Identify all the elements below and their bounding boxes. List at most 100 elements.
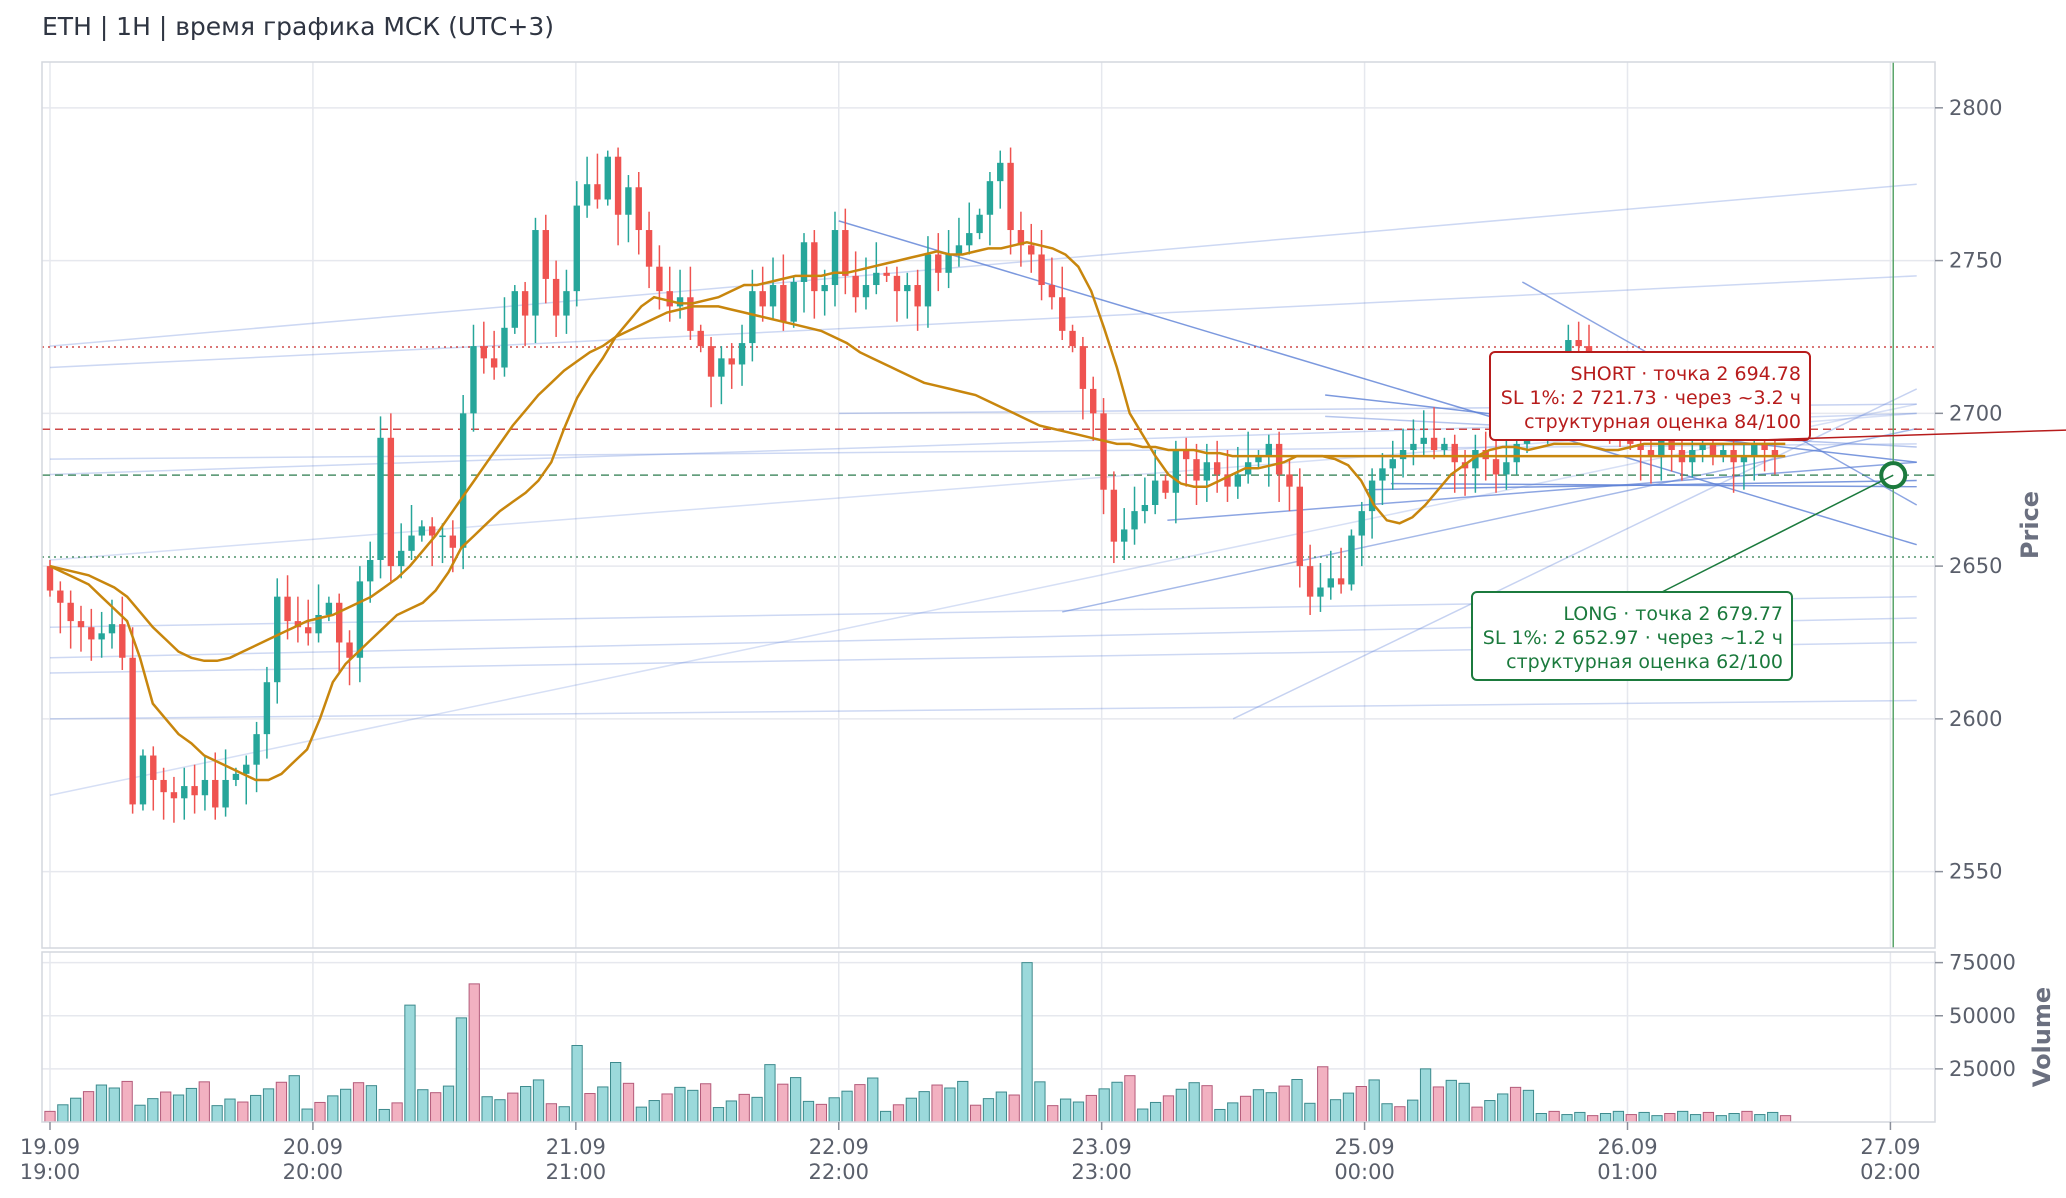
volume-bar xyxy=(494,1099,506,1123)
volume-bar xyxy=(1394,1106,1406,1123)
volume-bar xyxy=(1779,1115,1792,1123)
candle-body xyxy=(459,413,467,548)
candle-body xyxy=(418,526,426,536)
volume-bar xyxy=(95,1084,108,1123)
candle-body xyxy=(232,773,240,780)
candle-body xyxy=(1358,511,1365,536)
volume-bar xyxy=(1677,1110,1689,1123)
volume-bar xyxy=(301,1108,313,1123)
chart-title: ETH | 1H | время графика МСК (UTC+3) xyxy=(42,12,554,41)
volume-bar xyxy=(558,1106,570,1123)
trendline xyxy=(838,220,1917,546)
volume-bar xyxy=(1175,1088,1187,1123)
candle-body xyxy=(945,254,952,273)
volume-bar xyxy=(352,1082,365,1123)
volume-bar xyxy=(1085,1094,1097,1123)
volume-bar xyxy=(712,1107,725,1123)
volume-bar xyxy=(82,1091,95,1123)
time-tick-hour: 23:00 xyxy=(1071,1160,1132,1184)
candle-body xyxy=(1637,443,1644,451)
candle-body xyxy=(1399,450,1407,460)
volume-bar xyxy=(1612,1110,1625,1123)
volume-bar xyxy=(1098,1088,1110,1123)
candle-body xyxy=(625,187,632,215)
candle-body xyxy=(170,792,178,799)
volume-bar xyxy=(1162,1095,1175,1123)
volume-tick-label: 75000 xyxy=(1949,951,2016,975)
volume-bar xyxy=(430,1092,442,1123)
candle-body xyxy=(263,682,271,735)
time-tick-date: 23.09 xyxy=(1072,1135,1132,1159)
volume-tick-label: 50000 xyxy=(1949,1004,2016,1028)
candle-body xyxy=(718,358,725,377)
candle-body xyxy=(997,162,1004,182)
candle-body xyxy=(1420,437,1427,444)
candle-body xyxy=(552,278,560,316)
candle-body xyxy=(1151,480,1159,505)
volume-bar xyxy=(995,1091,1007,1123)
volume-bar xyxy=(1252,1089,1265,1123)
candle-body xyxy=(1224,474,1231,487)
candle-body xyxy=(893,275,901,292)
candle-body xyxy=(873,272,880,286)
volume-bar xyxy=(442,1085,455,1123)
volume-panel-frame xyxy=(41,951,1936,1123)
candle-body xyxy=(46,566,54,591)
candle-body xyxy=(1038,254,1045,286)
candle-body xyxy=(1503,462,1510,475)
candle-body xyxy=(57,590,64,603)
candle-body xyxy=(191,786,198,796)
candle-body xyxy=(1121,529,1128,542)
volume-bar xyxy=(121,1080,133,1123)
candle-body xyxy=(108,624,116,634)
short-annotation-line: SHORT · точка 2 694.78 xyxy=(1570,363,1801,385)
volume-bar xyxy=(1291,1079,1303,1123)
candle-body xyxy=(201,779,209,796)
volume-bar xyxy=(134,1104,146,1123)
volume-bar xyxy=(1445,1079,1457,1123)
candle-body xyxy=(666,291,673,307)
candle-body xyxy=(150,755,157,780)
candle-body xyxy=(1337,578,1345,585)
candle-body xyxy=(604,156,611,200)
volume-bar xyxy=(1754,1114,1766,1123)
short-annotation-line: SL 1%: 2 721.73 · через ~3.2 ч xyxy=(1501,387,1801,409)
candle-body xyxy=(728,358,735,365)
time-tick-date: 20.09 xyxy=(283,1135,343,1159)
volume-bar xyxy=(1574,1111,1586,1123)
candle-body xyxy=(1306,566,1314,597)
volume-axis-title: Volume xyxy=(2028,987,2056,1087)
long-annotation-line: SL 1%: 2 652.97 · через ~1.2 ч xyxy=(1483,627,1783,649)
candle-body xyxy=(212,779,219,808)
price-tick-label: 2600 xyxy=(1949,707,2002,731)
moving-averages xyxy=(49,241,1786,782)
volume-bar xyxy=(70,1097,82,1123)
volume-bar xyxy=(288,1075,300,1123)
candle-body xyxy=(904,285,911,292)
candle-body xyxy=(129,657,136,805)
trendline xyxy=(1167,461,1917,522)
time-tick-hour: 02:00 xyxy=(1860,1160,1921,1184)
candles xyxy=(46,147,1779,823)
candle-body xyxy=(1286,474,1293,487)
candle-body xyxy=(1709,443,1717,457)
candle-body xyxy=(769,285,777,307)
volume-bar xyxy=(828,1097,840,1123)
candle-body xyxy=(1410,443,1417,451)
trendline xyxy=(49,275,1917,369)
candle-body xyxy=(1368,480,1376,512)
candle-body xyxy=(862,285,870,298)
candle-body xyxy=(1658,437,1665,457)
candle-body xyxy=(1740,456,1748,463)
candle-body xyxy=(635,187,642,231)
volume-bar xyxy=(725,1100,738,1123)
candle-body xyxy=(1182,450,1190,460)
volume-bar xyxy=(185,1087,198,1123)
volume-bar xyxy=(1304,1102,1316,1123)
candle-body xyxy=(1771,450,1779,457)
candle-body xyxy=(1472,450,1479,469)
volume-bar xyxy=(365,1085,378,1123)
candle-body xyxy=(315,614,322,634)
volume-bar xyxy=(481,1096,493,1123)
